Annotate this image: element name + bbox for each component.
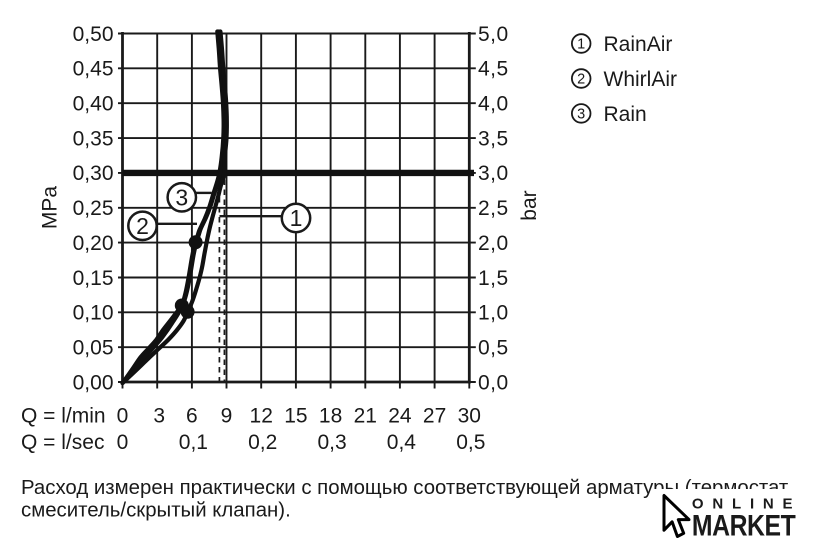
svg-text:0,2: 0,2 [248, 431, 277, 454]
svg-text:0,50: 0,50 [73, 23, 114, 46]
svg-text:3,5: 3,5 [478, 127, 509, 150]
svg-text:0,05: 0,05 [73, 337, 114, 360]
svg-text:0,35: 0,35 [73, 127, 114, 150]
svg-text:3,0: 3,0 [478, 162, 509, 185]
svg-text:ONLINE: ONLINE [692, 496, 801, 513]
svg-text:2,5: 2,5 [478, 197, 509, 220]
svg-text:1,0: 1,0 [478, 302, 509, 325]
svg-text:0,5: 0,5 [456, 431, 485, 454]
svg-text:0,00: 0,00 [73, 371, 114, 394]
svg-text:4,0: 4,0 [478, 93, 509, 116]
svg-text:1: 1 [290, 205, 303, 231]
svg-text:MPa: MPa [39, 186, 62, 230]
svg-text:0,0: 0,0 [478, 371, 509, 394]
svg-text:0,40: 0,40 [73, 93, 114, 116]
svg-text:bar: bar [518, 190, 541, 220]
svg-text:2,0: 2,0 [478, 232, 509, 255]
svg-text:0: 0 [117, 431, 129, 454]
svg-text:RainAir: RainAir [604, 33, 673, 56]
svg-text:4,5: 4,5 [478, 58, 509, 81]
svg-text:0,5: 0,5 [478, 337, 509, 360]
svg-text:0: 0 [117, 404, 129, 427]
svg-text:WhirlAir: WhirlAir [604, 68, 678, 91]
svg-text:30: 30 [458, 404, 481, 427]
svg-text:Расход измерен практически с п: Расход измерен практически с помощью соо… [21, 477, 792, 499]
svg-text:15: 15 [284, 404, 307, 427]
svg-text:Rain: Rain [604, 103, 647, 126]
svg-text:Q = l/sec: Q = l/sec [21, 431, 104, 454]
svg-text:1: 1 [577, 37, 585, 53]
svg-text:Q = l/min: Q = l/min [21, 404, 106, 427]
svg-text:MARKET: MARKET [692, 509, 796, 543]
svg-text:0,1: 0,1 [179, 431, 208, 454]
svg-text:24: 24 [388, 404, 412, 427]
svg-text:12: 12 [250, 404, 273, 427]
svg-text:0,15: 0,15 [73, 267, 114, 290]
svg-text:смеситель/скрытый клапан).: смеситель/скрытый клапан). [21, 499, 291, 521]
svg-text:6: 6 [186, 404, 198, 427]
svg-text:2: 2 [136, 213, 149, 239]
svg-text:0,45: 0,45 [73, 58, 114, 81]
svg-text:0,25: 0,25 [73, 197, 114, 220]
svg-text:1,5: 1,5 [478, 267, 509, 290]
svg-text:3: 3 [153, 404, 165, 427]
svg-text:3: 3 [577, 107, 585, 123]
svg-text:5,0: 5,0 [478, 23, 509, 46]
svg-text:9: 9 [221, 404, 233, 427]
svg-text:2: 2 [577, 72, 585, 88]
svg-text:0,10: 0,10 [73, 302, 114, 325]
svg-text:18: 18 [319, 404, 342, 427]
svg-text:0,4: 0,4 [387, 431, 417, 454]
svg-text:27: 27 [423, 404, 446, 427]
svg-text:21: 21 [354, 404, 377, 427]
svg-text:0,30: 0,30 [73, 162, 114, 185]
svg-text:0,20: 0,20 [73, 232, 114, 255]
svg-text:0,3: 0,3 [317, 431, 346, 454]
svg-text:3: 3 [175, 185, 188, 211]
